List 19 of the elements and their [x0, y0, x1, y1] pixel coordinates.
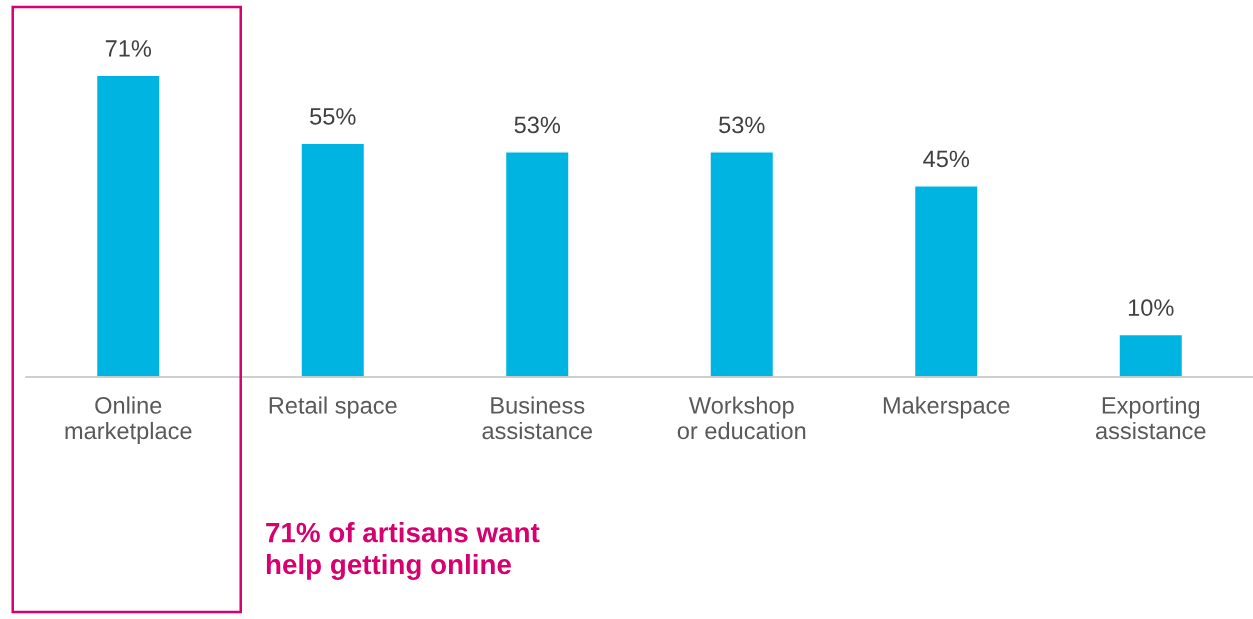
bar — [913, 185, 979, 377]
x-tick-label: Exporting assistance — [1095, 396, 1206, 440]
data-label: 53% — [719, 116, 765, 134]
x-tick-label: Business assistance — [482, 396, 592, 440]
bar — [1118, 333, 1184, 377]
bar — [95, 74, 161, 377]
x-tick-label: Online marketplace — [65, 396, 192, 444]
bar — [504, 151, 570, 377]
x-tick-label: Retail space — [269, 396, 397, 419]
x-tick-label: Makerspace — [883, 396, 1010, 419]
data-label: 71% — [105, 40, 152, 57]
data-label: 45% — [923, 150, 970, 168]
bar — [300, 142, 366, 377]
x-tick-label: Workshop or education — [677, 396, 806, 440]
text: 71% of artisans want help getting online — [266, 522, 540, 580]
data-label: 10% — [1128, 299, 1174, 316]
data-label: 55% — [310, 108, 356, 125]
bar — [709, 151, 775, 377]
data-label: 53% — [514, 116, 561, 134]
